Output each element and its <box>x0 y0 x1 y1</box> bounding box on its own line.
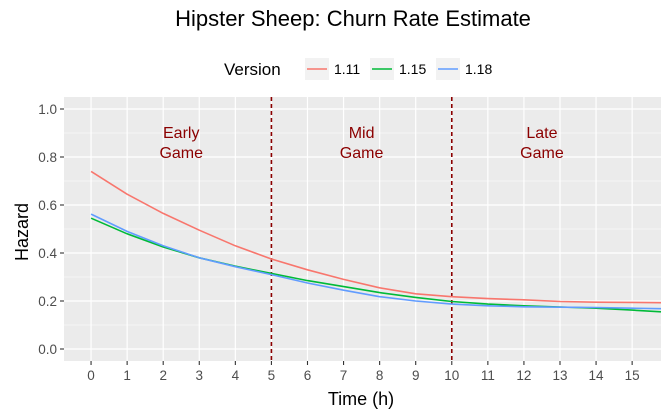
chart-title: Hipster Sheep: Churn Rate Estimate <box>175 6 531 31</box>
x-tick-label: 7 <box>340 368 348 383</box>
x-tick-label: 9 <box>412 368 420 383</box>
x-tick-label: 3 <box>196 368 204 383</box>
legend-label: 1.18 <box>465 61 492 77</box>
x-tick-label: 15 <box>625 368 640 383</box>
phase-label: Mid Game <box>340 125 384 162</box>
x-tick-label: 6 <box>304 368 312 383</box>
x-tick-label: 14 <box>589 368 605 383</box>
x-axis-title: Time (h) <box>328 389 394 409</box>
x-tick-label: 0 <box>87 368 95 383</box>
x-tick-label: 4 <box>232 368 240 383</box>
x-tick-label: 1 <box>123 368 131 383</box>
x-tick-label: 8 <box>376 368 384 383</box>
y-tick-label: 0.6 <box>38 198 57 213</box>
y-tick-label: 0.8 <box>38 150 57 165</box>
y-tick-label: 0.0 <box>38 342 57 357</box>
y-tick-label: 0.4 <box>38 246 57 261</box>
x-tick-label: 10 <box>444 368 459 383</box>
series-line-1-11 <box>90 170 662 304</box>
x-tick-label: 5 <box>268 368 276 383</box>
y-tick-label: 0.2 <box>38 294 57 309</box>
legend: Version 1.11 1.15 1.18 <box>224 58 492 80</box>
x-tick-label: 11 <box>481 368 495 383</box>
x-tick-label: 2 <box>159 368 167 383</box>
series-line-1-18 <box>90 213 662 310</box>
y-axis-title: Hazard <box>12 203 32 261</box>
phase-label: Early Game <box>159 125 203 162</box>
x-tick-label: 13 <box>552 368 567 383</box>
legend-label: 1.11 <box>334 61 360 77</box>
y-tick-label: 1.0 <box>38 102 57 117</box>
legend-label: 1.15 <box>399 61 426 77</box>
x-tick-label: 12 <box>516 368 531 383</box>
phase-label: Late Game <box>520 125 564 162</box>
legend-title: Version <box>224 60 281 79</box>
